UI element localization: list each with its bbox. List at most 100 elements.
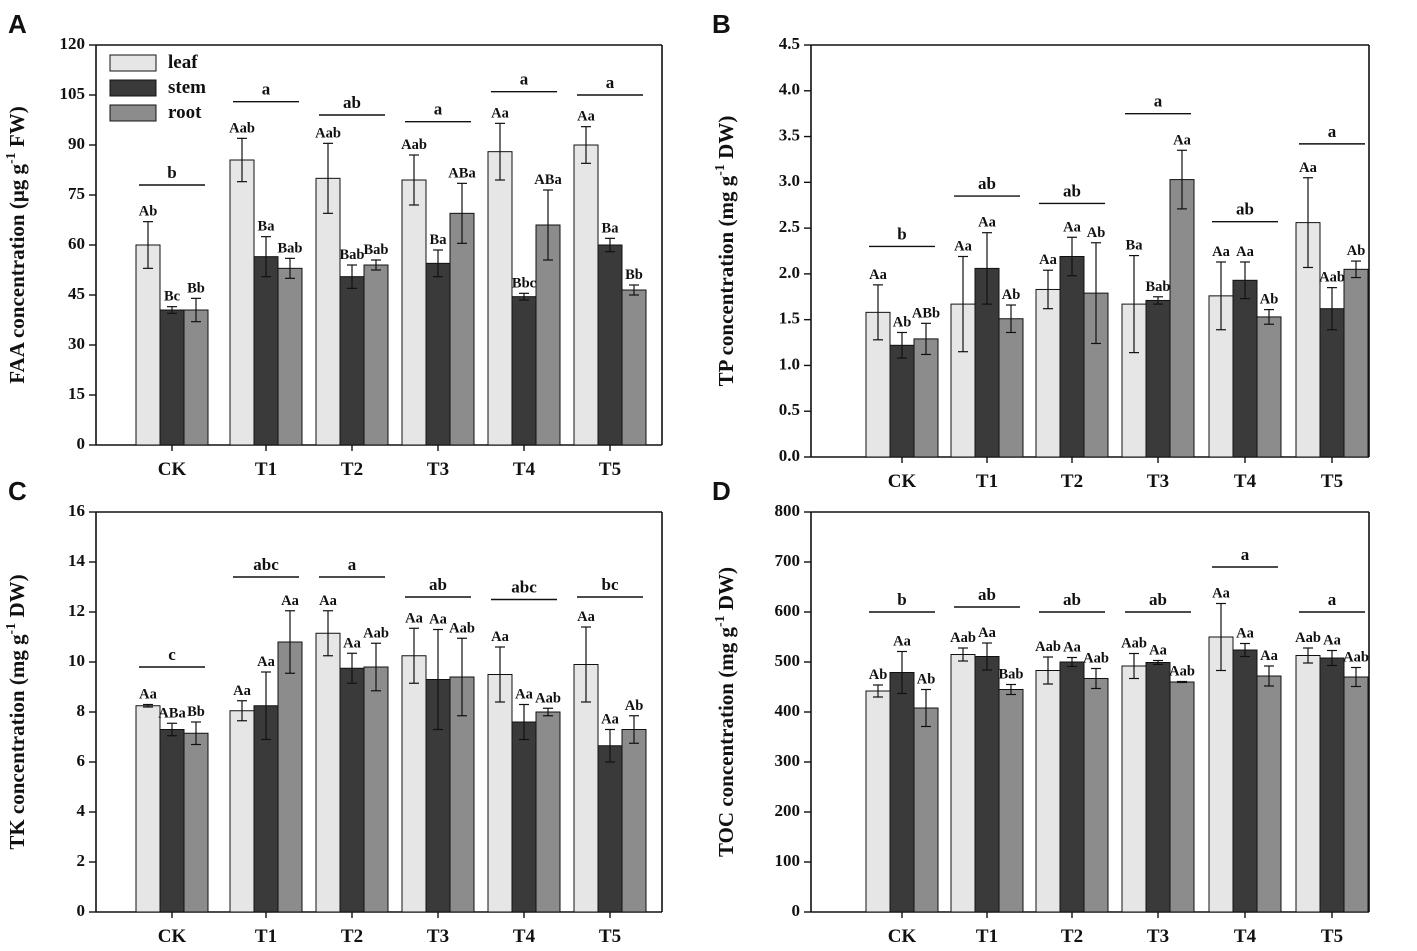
y-axis-label-tail: DW) [5,574,29,622]
bar-significance-label: Aab [535,690,561,706]
bar-significance-label: Aab [1169,664,1195,680]
bar-root [1083,678,1109,913]
bar-leaf [229,159,255,446]
x-tick-label: T1 [255,926,277,947]
x-tick-label: T2 [341,459,363,480]
bar-root [913,338,939,458]
y-tick-label: 1.0 [779,354,800,373]
bar-significance-label: ABa [534,172,562,188]
y-axis-label-tail: DW) [714,567,738,615]
x-tick-label: T5 [599,459,621,480]
bar-significance-label: Aab [1319,270,1345,286]
bar-root [363,666,389,913]
group-significance-label: b [897,590,906,609]
y-tick-label: 3.5 [779,125,800,144]
group-significance-label: a [1241,545,1250,564]
bar-significance-label: Aa [577,109,595,125]
x-tick-label: T1 [976,926,998,947]
group-significance-label: ab [978,585,996,604]
bar-significance-label: Aab [449,620,475,636]
group-significance-label: ab [1063,181,1081,200]
y-tick-label: 75 [68,184,85,203]
y-tick-label: 45 [68,284,85,303]
bar-significance-label: Ab [1087,225,1106,241]
y-tick-label: 15 [68,384,85,403]
y-axis-label-superscript: -1 [713,615,728,627]
bar-significance-label: Aa [343,635,361,651]
bar-root [1169,681,1195,913]
group-significance-label: bc [602,575,619,594]
y-axis-label-superscript: -1 [713,164,728,176]
bar-stem [1145,299,1171,458]
bar-leaf [1208,636,1234,913]
bar-leaf [1035,670,1061,913]
x-tick-label: T2 [1061,471,1083,492]
panel-letter: B [712,9,731,39]
y-tick-label: 10 [68,651,85,670]
group-significance-label: c [168,645,176,664]
bar-stem [425,262,451,446]
bar-leaf [573,144,599,446]
y-tick-label: 0.5 [779,400,800,419]
bar-leaf [865,690,891,913]
bar-significance-label: Aab [1295,630,1321,646]
bar-stem [511,296,537,446]
y-axis-label: TOC concentration (mg g-1 DW) [713,567,738,857]
group-significance-label: b [897,224,906,243]
y-axis-label: FAA concentration (μg g-1 FW) [4,106,29,383]
y-axis-label: TK concentration (mg g-1 DW) [4,574,29,849]
legend-swatch-root [109,104,157,122]
y-axis-label-main: TK concentration (mg g [5,634,29,850]
bar-significance-label: Ab [1347,243,1366,259]
bar-significance-label: Aa [491,105,509,121]
y-tick-label: 16 [68,501,85,520]
bar-stem [597,244,623,446]
legend-swatch-leaf [109,54,157,72]
bar-root [913,707,939,913]
y-tick-label: 500 [775,651,801,670]
group-significance-label: abc [253,555,279,574]
legend-swatch-stem [109,79,157,97]
bar-significance-label: Aab [1121,636,1147,652]
x-tick-label: T4 [1234,471,1257,492]
bar-significance-label: Aab [315,125,341,141]
y-tick-label: 0 [77,434,86,453]
bar-significance-label: Aa [1212,244,1230,260]
bar-significance-label: Aa [1323,633,1341,649]
y-axis-label: TP concentration (mg g-1 DW) [713,116,738,387]
y-tick-label: 90 [68,134,85,153]
group-significance-label: a [1328,590,1337,609]
x-tick-label: T4 [1234,926,1257,947]
panel-letter: D [712,476,731,506]
bar-stem [1059,255,1085,458]
group-significance-label: ab [429,575,447,594]
bar-significance-label: Ba [602,220,620,236]
x-tick-label: T4 [513,459,536,480]
bar-significance-label: Bb [187,704,205,720]
bar-stem [889,672,915,913]
y-tick-label: 120 [60,34,86,53]
bar-stem [597,745,623,913]
bar-significance-label: Bb [187,280,205,296]
bar-leaf [135,244,161,446]
y-tick-label: 400 [775,701,801,720]
bar-root [1256,316,1282,458]
x-tick-label: T5 [1321,471,1343,492]
bar-significance-label: Ab [1002,287,1021,303]
x-tick-label: T3 [427,459,449,480]
bar-leaf [487,674,513,913]
bar-significance-label: Aa [319,593,337,609]
group-significance-label: ab [343,93,361,112]
bar-significance-label: Ba [1126,238,1144,254]
group-significance-label: abc [511,578,537,597]
bar-stem [974,656,1000,913]
bar-significance-label: Aa [869,267,887,283]
x-tick-label: T3 [1147,926,1169,947]
bar-significance-label: Aa [257,654,275,670]
y-tick-label: 30 [68,334,85,353]
bar-leaf [315,632,341,913]
bar-stem [159,729,185,913]
bar-significance-label: Aab [950,630,976,646]
group-significance-label: a [1154,92,1163,111]
bar-leaf [401,179,427,446]
